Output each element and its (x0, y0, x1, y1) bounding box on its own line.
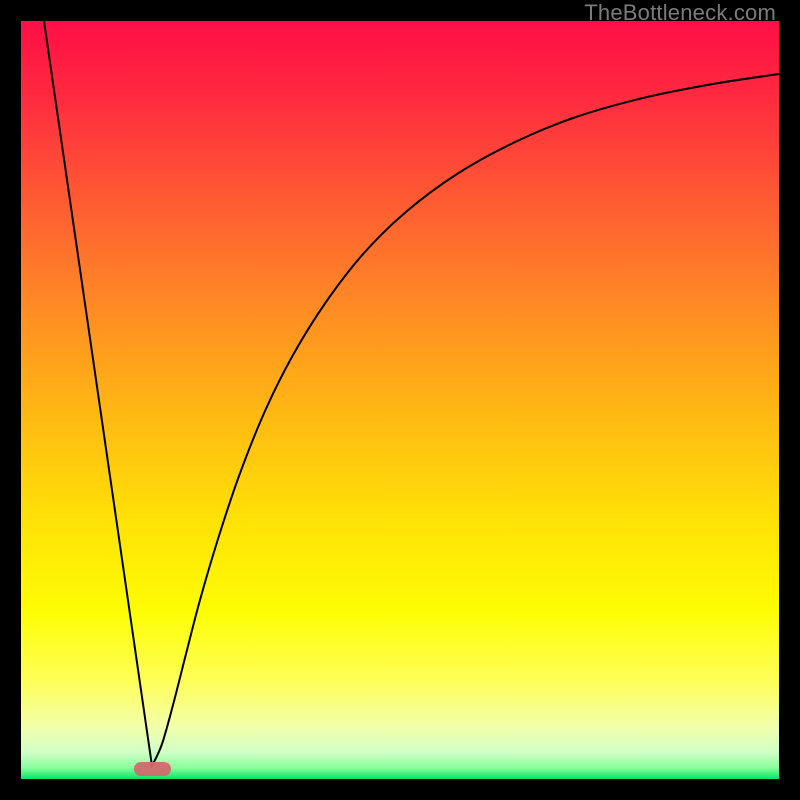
plot-area (21, 21, 779, 779)
optimal-point-marker (134, 762, 171, 776)
bottleneck-curve (21, 21, 779, 779)
watermark-text: TheBottleneck.com (584, 0, 776, 26)
chart-frame: TheBottleneck.com (0, 0, 800, 800)
